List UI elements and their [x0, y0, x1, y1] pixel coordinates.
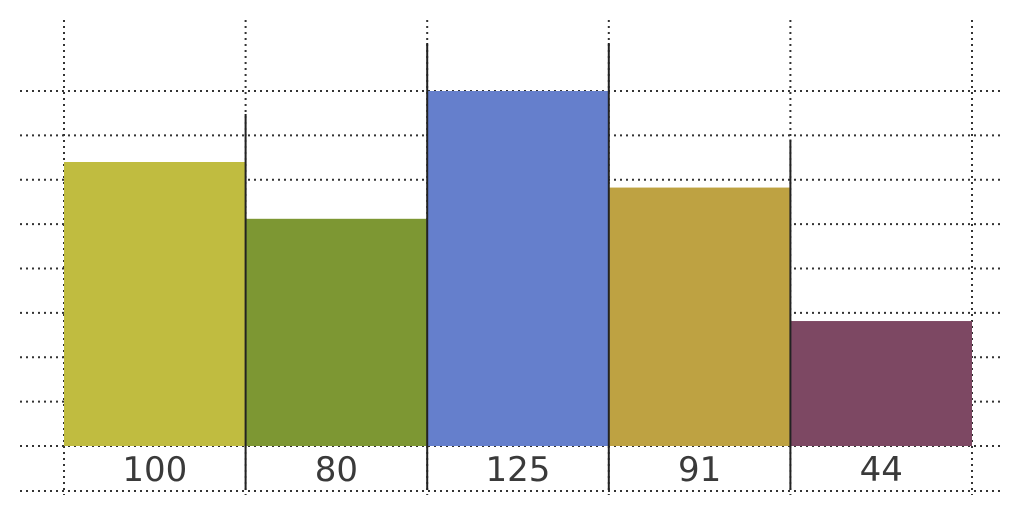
bar-separators [244, 43, 792, 490]
category-label-44: 44 [860, 450, 903, 490]
bars [64, 91, 972, 446]
bar-44 [790, 321, 972, 446]
bar-125 [427, 91, 609, 446]
category-label-80: 80 [315, 450, 358, 490]
bar-80 [245, 218, 428, 446]
category-label-91: 91 [678, 450, 721, 490]
category-labels: 100 80 125 91 44 [122, 450, 902, 490]
category-label-100: 100 [122, 450, 187, 490]
bar-100 [64, 162, 246, 446]
category-label-125: 125 [486, 450, 551, 490]
bar-91 [608, 187, 791, 446]
